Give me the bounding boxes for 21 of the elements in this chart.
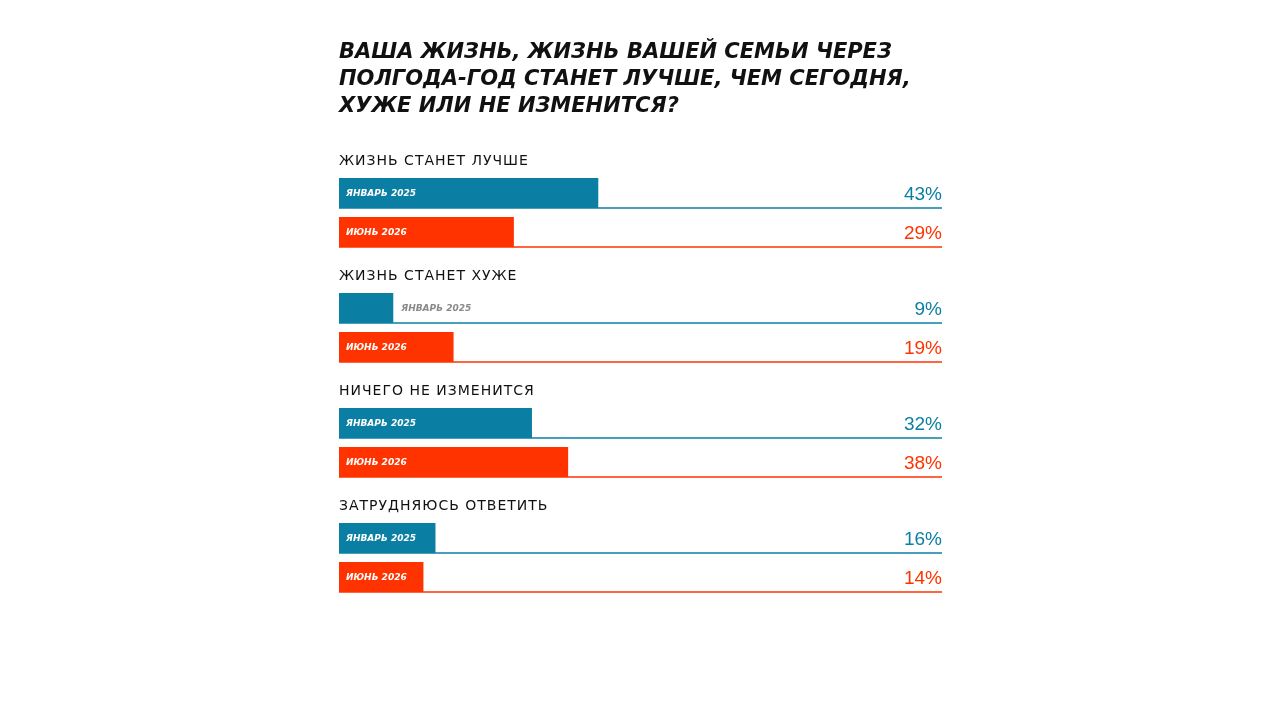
series-label: ИЮНЬ 2026: [346, 226, 407, 237]
text: ИЮНЬ 2026: [346, 456, 407, 467]
data-label: 9%: [914, 298, 943, 320]
y-tick-label: ЖИЗНЬ СТАНЕТ ХУЖЕ: [339, 266, 518, 283]
y-tick-label: ЖИЗНЬ СТАНЕТ ЛУЧШЕ: [339, 151, 529, 168]
data-label: 29%: [903, 222, 943, 244]
data-label: 32%: [903, 413, 943, 435]
data-label: 14%: [903, 567, 943, 589]
text: ИЮНЬ 2026: [346, 571, 407, 582]
series-label: ЯНВАРЬ 2025: [345, 187, 416, 198]
text: ЯНВАРЬ 2025: [346, 532, 416, 543]
y-tick-label: ЗАТРУДНЯЮСЬ ОТВЕТИТЬ: [339, 496, 549, 513]
text: ЯНВАРЬ 2025: [346, 417, 416, 428]
data-label: 43%: [903, 183, 943, 205]
data-label: 19%: [903, 337, 943, 359]
text: ИЮНЬ 2026: [346, 341, 407, 352]
text: ЯНВАРЬ 2025: [401, 302, 472, 313]
chart-title: ВАША ЖИЗНЬ, ЖИЗНЬ ВАШЕЙ СЕМЬИ ЧЕРЕЗ ПОЛГОДА-ГОД СТАНЕТ ЛУЧШЕ, ЧЕМ СЕГОДНЯ, ХУЖЕ ИЛИ НЕ ИЗМЕНИТСЯ?: [339, 38, 912, 119]
data-label: 38%: [903, 452, 943, 474]
y-tick-label: НИЧЕГО НЕ ИЗМЕНИТСЯ: [339, 381, 535, 398]
data-label: 16%: [903, 528, 943, 550]
